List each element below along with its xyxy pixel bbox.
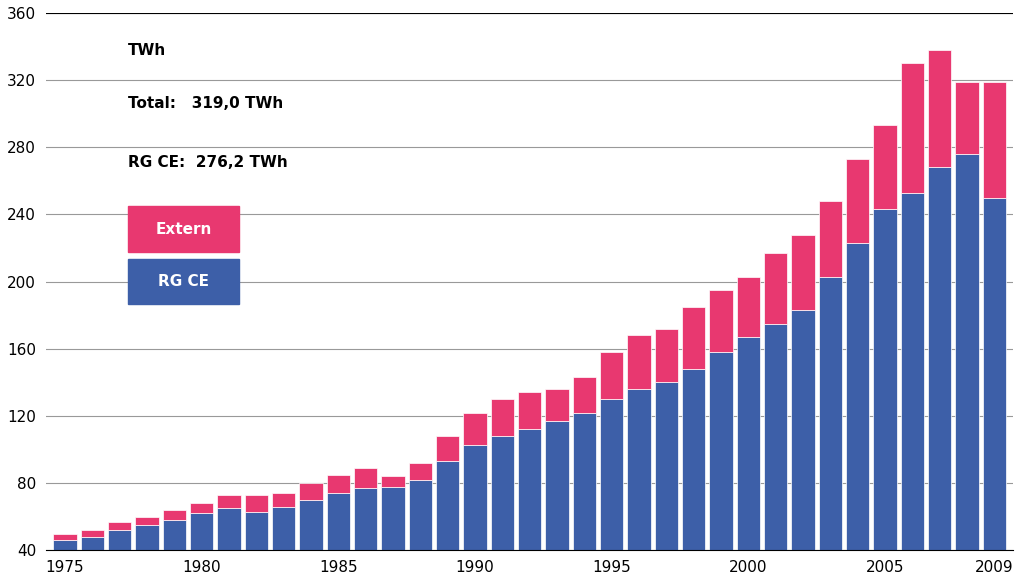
Bar (682, 307, 706, 369)
Bar (818, 201, 842, 276)
Text: RG CE:  276,2 TWh: RG CE: 276,2 TWh (128, 155, 288, 171)
Bar (436, 462, 459, 551)
Bar (654, 382, 678, 551)
Bar (736, 276, 760, 337)
Bar (463, 445, 486, 551)
Bar (272, 507, 295, 551)
Bar (736, 337, 760, 551)
Bar (873, 126, 897, 210)
Bar (983, 82, 1006, 198)
Bar (436, 436, 459, 462)
Bar (135, 525, 159, 551)
Bar (764, 324, 787, 551)
Bar (518, 430, 542, 551)
Bar (901, 193, 924, 551)
Text: RG CE: RG CE (158, 274, 209, 289)
Bar (272, 493, 295, 507)
Bar (628, 389, 650, 551)
Bar (409, 463, 432, 480)
Text: Total:   319,0 TWh: Total: 319,0 TWh (128, 96, 284, 111)
Bar (53, 540, 77, 551)
Bar (163, 520, 186, 551)
Bar (710, 352, 732, 551)
Bar (546, 389, 568, 421)
Bar (873, 210, 897, 551)
Bar (600, 399, 624, 551)
Bar (710, 290, 732, 352)
Bar (654, 329, 678, 382)
Bar (792, 310, 814, 551)
Bar (354, 468, 377, 488)
Bar (572, 413, 596, 551)
Bar (983, 198, 1006, 551)
Bar (628, 335, 650, 389)
Bar (846, 243, 869, 551)
Bar (409, 480, 432, 551)
Bar (518, 392, 542, 430)
Bar (190, 513, 213, 551)
Bar (846, 159, 869, 243)
Bar (490, 436, 514, 551)
Bar (546, 421, 568, 551)
Bar (955, 82, 979, 154)
Text: TWh: TWh (128, 42, 166, 58)
Bar (299, 500, 323, 551)
Bar (818, 276, 842, 551)
Bar (108, 530, 131, 551)
Bar (463, 413, 486, 445)
Bar (928, 168, 951, 551)
Bar (682, 369, 706, 551)
Bar (381, 477, 404, 487)
Bar (792, 235, 814, 310)
Bar (764, 253, 787, 324)
Bar (245, 512, 268, 551)
Bar (135, 517, 159, 525)
Bar (381, 487, 404, 551)
Bar (81, 530, 103, 537)
Text: Extern: Extern (156, 222, 212, 237)
Bar (190, 503, 213, 513)
Bar (163, 510, 186, 520)
Bar (327, 475, 350, 493)
Bar (245, 495, 268, 512)
Bar (217, 495, 241, 508)
Bar (53, 534, 77, 540)
FancyBboxPatch shape (128, 258, 240, 304)
Bar (108, 522, 131, 530)
Bar (600, 352, 624, 399)
Bar (572, 377, 596, 413)
Bar (299, 483, 323, 500)
Bar (81, 537, 103, 551)
FancyBboxPatch shape (128, 207, 240, 252)
Bar (490, 399, 514, 436)
Bar (327, 493, 350, 551)
Bar (928, 50, 951, 168)
Bar (955, 154, 979, 551)
Bar (217, 508, 241, 551)
Bar (901, 63, 924, 193)
Bar (354, 488, 377, 551)
